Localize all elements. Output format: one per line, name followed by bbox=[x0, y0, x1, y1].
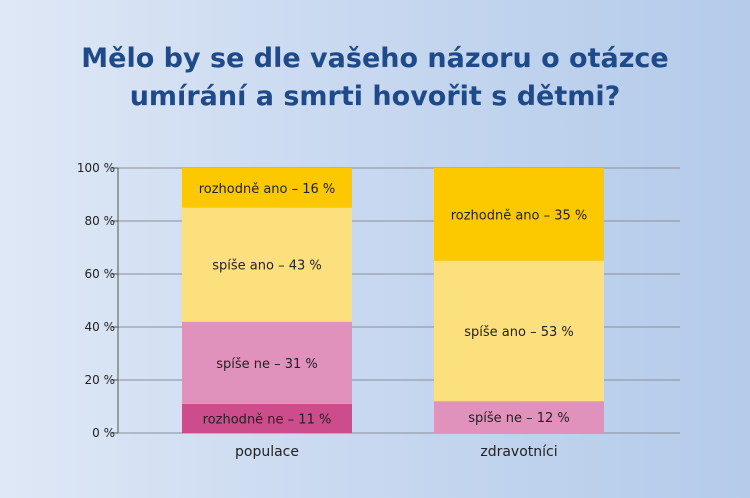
bar-segment-label: spíše ano – 43 % bbox=[212, 259, 322, 274]
y-tick-label: 0 % bbox=[92, 426, 115, 440]
bar-segment-label: rozhodně ano – 35 % bbox=[451, 208, 588, 223]
chart-title-line-1: Mělo by se dle vašeho názoru o otázce bbox=[81, 43, 669, 74]
y-tick-label: 40 % bbox=[85, 320, 116, 334]
bar-segment bbox=[182, 321, 352, 404]
bar-segment bbox=[434, 168, 604, 261]
bar-segment-label: spíše ne – 31 % bbox=[216, 357, 318, 372]
category-label: populace bbox=[235, 444, 299, 460]
bar-segment bbox=[434, 260, 604, 402]
bar-segment bbox=[182, 168, 352, 208]
y-tick-label: 80 % bbox=[85, 214, 116, 228]
chart-title: Mělo by se dle vašeho názoru o otázce um… bbox=[0, 40, 750, 116]
bar-segment-label: rozhodně ano – 16 % bbox=[199, 182, 336, 197]
bar-segment bbox=[182, 207, 352, 322]
bar-segment-label: spíše ano – 53 % bbox=[464, 325, 574, 340]
bar-segment bbox=[434, 401, 604, 433]
bar-segment-label: spíše ne – 12 % bbox=[468, 411, 570, 426]
y-tick-label: 100 % bbox=[77, 161, 115, 175]
y-tick-label: 20 % bbox=[85, 373, 116, 387]
y-tick-label: 60 % bbox=[85, 267, 116, 281]
chart-title-line-2: umírání a smrti hovořit s dětmi? bbox=[129, 81, 621, 112]
bar-segment-label: rozhodně ne – 11 % bbox=[203, 412, 332, 427]
category-label: zdravotníci bbox=[480, 444, 557, 460]
bar-segment bbox=[182, 403, 352, 433]
